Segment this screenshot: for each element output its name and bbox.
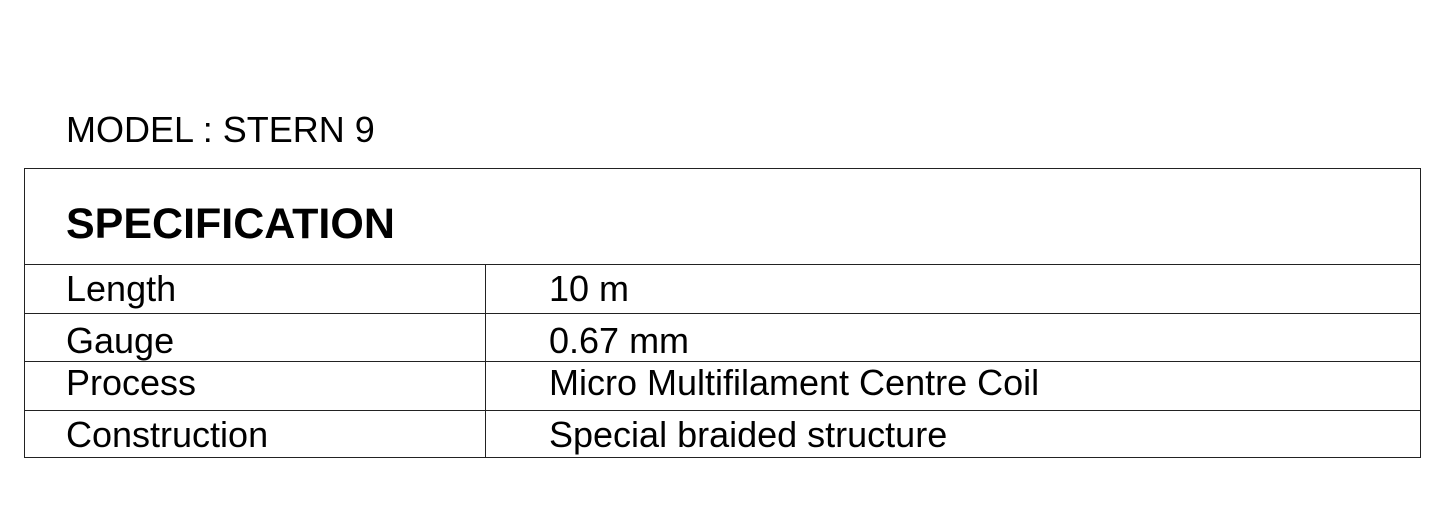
row-value: Special braided structure: [549, 414, 948, 455]
specification-table: SPECIFICATION Length 10 m Gauge 0.67 mm …: [24, 168, 1421, 458]
model-title: MODEL : STERN 9: [66, 109, 375, 150]
row-label: Process: [66, 362, 197, 403]
table-row: Construction Special braided structure: [25, 410, 1420, 458]
row-value: Micro Multifilament Centre Coil: [549, 362, 1040, 403]
table-header: SPECIFICATION: [25, 169, 1420, 265]
row-value: 10 m: [549, 268, 630, 309]
column-divider: [485, 264, 486, 457]
table-row: Length 10 m: [25, 264, 1420, 314]
row-value: 0.67 mm: [549, 320, 690, 361]
row-label: Gauge: [66, 320, 175, 361]
specification-heading: SPECIFICATION: [66, 200, 395, 248]
table-row: Gauge 0.67 mm: [25, 313, 1420, 362]
row-label: Construction: [66, 414, 269, 455]
row-label: Length: [66, 268, 177, 309]
table-row: Process Micro Multifilament Centre Coil: [25, 361, 1420, 411]
